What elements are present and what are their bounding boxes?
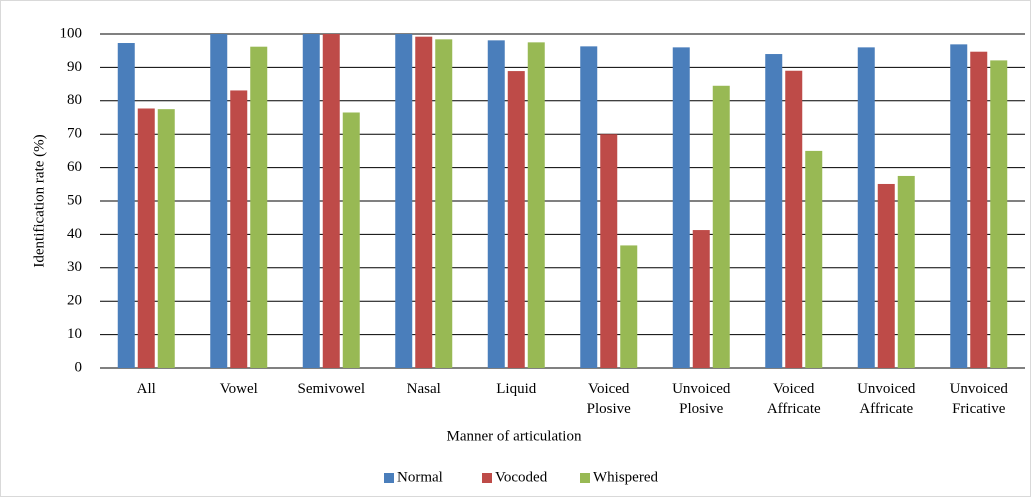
bar	[342, 112, 360, 369]
y-tick-label: 30	[67, 259, 82, 275]
x-tick-label: Nasal	[407, 381, 441, 397]
x-tick-label: Semivowel	[298, 381, 366, 397]
y-tick-label: 40	[67, 226, 82, 242]
bar	[765, 54, 783, 368]
legend-swatch	[580, 473, 590, 483]
bar	[600, 134, 618, 368]
y-tick-label: 0	[75, 359, 83, 375]
y-tick-label: 60	[67, 159, 82, 175]
legend-swatch	[482, 473, 492, 483]
bar	[970, 51, 988, 369]
bar	[785, 70, 803, 369]
legend-label: Normal	[397, 469, 443, 485]
y-tick-label: 10	[67, 326, 82, 342]
bar	[990, 60, 1008, 369]
bar	[250, 46, 268, 368]
y-tick-label: 50	[67, 192, 82, 208]
bar	[877, 183, 895, 368]
bar	[580, 46, 598, 368]
x-tick-label: All	[137, 381, 156, 397]
bar	[527, 42, 545, 368]
x-tick-label: Unvoiced Plosive	[672, 381, 731, 417]
x-tick-label: Voiced Affricate	[767, 381, 821, 417]
y-tick-label: 20	[67, 293, 82, 309]
x-tick-label: Voiced Plosive	[587, 381, 632, 417]
x-tick-label: Unvoiced Fricative	[950, 381, 1009, 417]
bar	[435, 39, 453, 369]
bar	[117, 43, 135, 368]
bar	[692, 230, 710, 368]
y-tick-label: 100	[60, 25, 83, 41]
bar	[322, 34, 340, 368]
bar	[950, 44, 968, 368]
bar	[487, 40, 505, 368]
bar	[210, 34, 228, 368]
x-tick-label: Vowel	[220, 381, 258, 397]
legend-label: Vocoded	[495, 469, 548, 485]
legend-swatch	[384, 473, 394, 483]
y-tick-label: 90	[67, 59, 82, 75]
bar	[712, 85, 730, 369]
bar	[620, 245, 638, 368]
legend-label: Whispered	[593, 469, 658, 485]
x-tick-label: Liquid	[496, 381, 536, 397]
y-tick-label: 80	[67, 92, 82, 108]
y-tick-label: 70	[67, 126, 82, 142]
bar	[672, 47, 690, 369]
bar	[805, 150, 823, 368]
bar	[857, 47, 875, 369]
x-tick-label: Unvoiced Affricate	[857, 381, 916, 417]
bar	[415, 36, 433, 369]
bar	[137, 108, 155, 369]
y-axis-label: Identification rate (%)	[31, 134, 47, 267]
bar	[157, 109, 175, 369]
bar	[395, 34, 413, 368]
bar	[507, 71, 525, 368]
bar	[230, 90, 248, 369]
bar	[302, 34, 320, 368]
bar	[897, 175, 915, 368]
x-axis-label: Manner of articulation	[447, 428, 582, 444]
